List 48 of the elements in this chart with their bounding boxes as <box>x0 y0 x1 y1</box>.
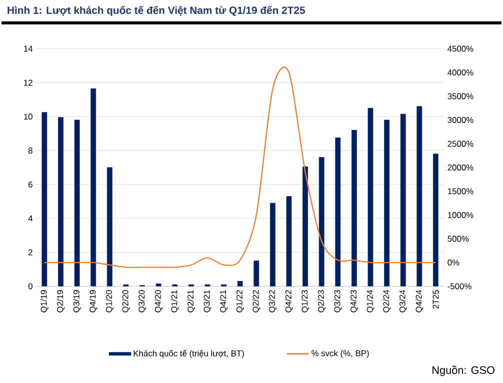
x-tick-label: Q3/19 <box>73 290 81 312</box>
y2-tick-label: 1500% <box>448 188 474 194</box>
x-tick-label: Q4/23 <box>350 290 358 312</box>
y-tick-label: 8 <box>28 148 32 154</box>
y-tick-label: 6 <box>28 182 32 188</box>
x-tick-label: Q1/19 <box>40 290 48 312</box>
x-tick-label: Q2/24 <box>382 290 391 312</box>
y2-tick-label: 3500% <box>448 93 474 100</box>
x-tick-label: Q2/23 <box>318 290 326 312</box>
text: Nguồn: GSO <box>432 366 494 376</box>
legend-label: Khách quốc tế (triệu lượt, BT) <box>134 350 244 358</box>
x-tick-label: Q4/19 <box>89 290 98 312</box>
chart-title: Hình 1: Lượt khách quốc tế đến Việt Nam từ Q1/19 đến 2T25 <box>8 6 305 16</box>
y-tick-label: 10 <box>24 114 32 120</box>
x-tick-label: Q3/21 <box>204 290 212 312</box>
x-tick-label: Q2/21 <box>187 290 195 312</box>
x-tick-label: Q4/22 <box>285 290 293 312</box>
x-tick-label: Q3/22 <box>268 290 277 312</box>
x-tick-label: Q4/21 <box>220 290 228 312</box>
x-tick-label: Q2/20 <box>122 290 130 312</box>
x-tick-label: Q4/24 <box>416 290 424 312</box>
y-tick-label: 12 <box>24 80 32 86</box>
x-tick-label: Q3/24 <box>399 290 407 312</box>
y2-tick-label: 2000% <box>448 164 474 171</box>
x-tick-label: Q2/19 <box>56 290 65 312</box>
y2-tick-label: 1000% <box>448 212 474 218</box>
x-tick-label: Q2/22 <box>252 290 260 312</box>
legend-label: % svck (%, BP) <box>312 350 369 358</box>
y-tick-label: 14 <box>24 46 33 52</box>
y-tick-label: 0 <box>28 283 32 290</box>
y-tick-label: 4 <box>28 216 33 222</box>
y2-tick-label: 0% <box>448 260 460 266</box>
x-tick-label: Q4/20 <box>154 290 162 312</box>
x-tick-label: Q1/23 <box>301 290 310 312</box>
x-tick-label: Q1/22 <box>236 290 244 312</box>
y2-tick-label: -500% <box>448 283 472 290</box>
x-tick-label: Q1/24 <box>366 290 374 312</box>
x-tick-label: 2T25 <box>432 290 439 309</box>
y2-tick-label: 3000% <box>448 117 474 124</box>
y2-tick-label: 4000% <box>448 70 474 76</box>
x-tick-label: Q3/23 <box>334 290 342 312</box>
y2-tick-label: 2500% <box>448 140 474 147</box>
y2-tick-label: 500% <box>448 236 469 242</box>
x-tick-label: Q1/21 <box>171 290 179 312</box>
y2-tick-label: 4500% <box>448 46 474 52</box>
y-tick-label: 2 <box>28 250 32 256</box>
x-tick-label: Q3/20 <box>138 290 146 312</box>
x-tick-label: Q1/20 <box>106 290 114 312</box>
